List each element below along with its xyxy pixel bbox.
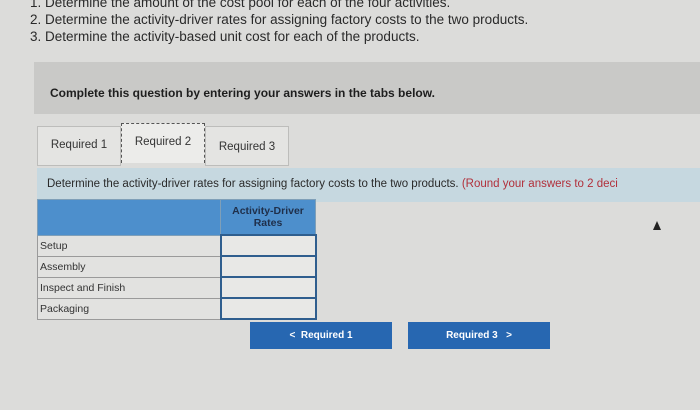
chevron-left-icon: < <box>289 330 301 341</box>
assembly-rate-input[interactable] <box>221 258 315 275</box>
header-blank <box>37 199 221 236</box>
rounding-note: (Round your answers to 2 deci <box>461 178 618 190</box>
table-row: Packaging <box>37 297 317 320</box>
instructions: 1. Determine the amount of the cost pool… <box>30 0 528 45</box>
instruction-2: 2. Determine the activity-driver rates f… <box>30 12 529 27</box>
row-label: Inspect and Finish <box>37 276 221 299</box>
tab-required-2[interactable]: Required 2 <box>121 123 205 163</box>
header-activity-driver-rates: Activity-Driver Rates <box>220 199 316 236</box>
table-row: Assembly <box>37 255 317 278</box>
instruction-panel: Complete this question by entering your … <box>34 62 700 114</box>
prev-label: Required 1 <box>300 330 353 341</box>
panel-text: Complete this question by entering your … <box>50 86 435 100</box>
activity-rates-table: Activity-Driver Rates Setup Assembly Ins… <box>37 199 317 320</box>
inspect-finish-rate-input[interactable] <box>221 279 315 296</box>
chevron-right-icon: > <box>497 330 512 341</box>
row-label: Setup <box>37 234 221 257</box>
setup-rate-input[interactable] <box>221 237 315 254</box>
next-required-3-button[interactable]: Required 3 > <box>408 322 550 349</box>
instruction-3: 3. Determine the activity-based unit cos… <box>30 29 420 44</box>
row-label: Packaging <box>37 297 221 320</box>
question-prompt: Determine the activity-driver rates for … <box>37 168 700 202</box>
packaging-rate-input[interactable] <box>221 300 315 317</box>
tab-required-3[interactable]: Required 3 <box>205 126 289 166</box>
row-label: Assembly <box>37 255 221 278</box>
prompt-text: Determine the activity-driver rates for … <box>47 178 459 190</box>
prev-required-1-button[interactable]: < Required 1 <box>250 322 392 349</box>
next-label: Required 3 <box>446 330 498 341</box>
tab-required-1[interactable]: Required 1 <box>37 126 121 166</box>
table-row: Setup <box>37 234 317 257</box>
mouse-cursor-icon <box>653 221 661 230</box>
table-row: Inspect and Finish <box>37 276 317 299</box>
instruction-1: 1. Determine the amount of the cost pool… <box>30 0 451 10</box>
